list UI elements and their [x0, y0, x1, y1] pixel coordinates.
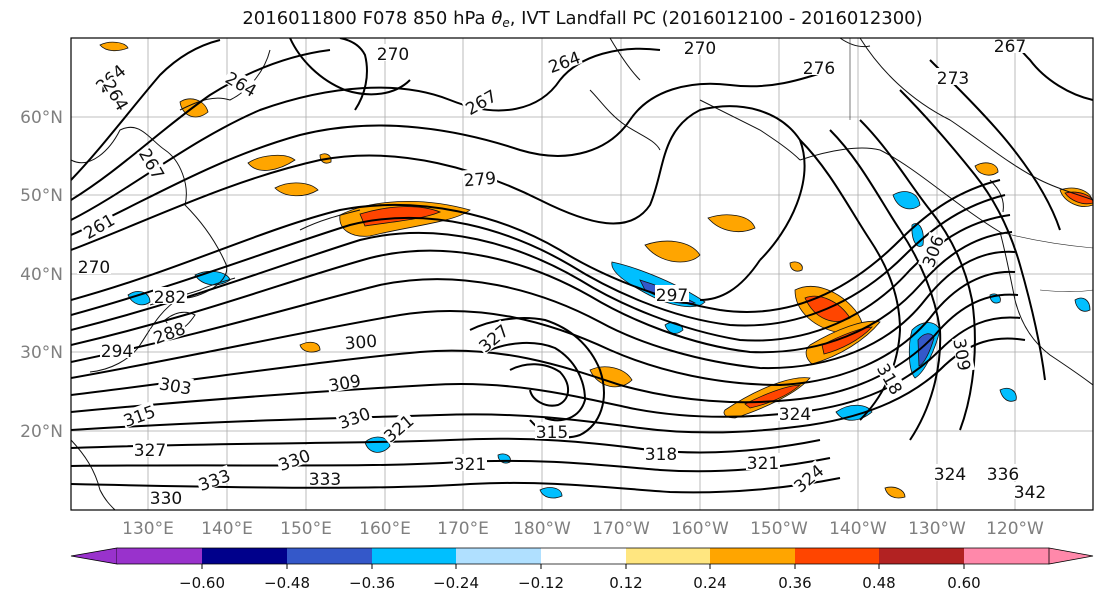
- contour-label: 324: [778, 404, 812, 425]
- contour-label: 267: [461, 85, 501, 120]
- lon-label-160w: 160°W: [671, 519, 729, 539]
- contour-label-text: 273: [937, 69, 969, 89]
- contour-label-text: 297: [656, 286, 688, 306]
- contour-label: 270: [376, 44, 410, 65]
- colorbar-tick-label: −0.36: [349, 574, 395, 592]
- contour-label: 321: [453, 454, 487, 475]
- contour-label: 303: [157, 373, 194, 400]
- colorbar-tick-marks: [201, 564, 965, 569]
- lat-label-60: 60°N: [20, 108, 63, 128]
- contour-label-text: 279: [463, 169, 497, 192]
- colorbar-bin-4: [456, 548, 541, 564]
- colorbar-bin-10: [964, 548, 1049, 564]
- colorbar-bin-3: [372, 548, 456, 564]
- colorbar-tick-label: −0.12: [518, 574, 564, 592]
- contour-label: 279: [462, 167, 498, 192]
- theta-e-contours: [71, 38, 1093, 494]
- lon-label-150e: 150°E: [280, 519, 332, 539]
- contour-label-text: 282: [154, 288, 186, 308]
- lon-label-170w: 170°W: [592, 519, 650, 539]
- contour-label: 318: [644, 444, 678, 465]
- colorbar-extend-max: [1048, 547, 1094, 565]
- contour-label-text: 324: [934, 465, 966, 485]
- contour-label-text: 321: [454, 455, 486, 475]
- contour-label-text: 321: [747, 454, 779, 474]
- contour-label: 330: [149, 488, 183, 509]
- contour-label: 342: [1013, 482, 1047, 503]
- contour-label: 267: [993, 37, 1027, 57]
- contour-label: 336: [986, 464, 1020, 485]
- colorbar-bin-7: [710, 548, 795, 564]
- lon-label-130e: 130°E: [122, 519, 174, 539]
- theta-subscript: e: [502, 16, 510, 30]
- contour-label: 276: [802, 58, 836, 79]
- contour-label: 309: [948, 336, 975, 373]
- lat-label-50: 50°N: [20, 186, 63, 206]
- lon-label-120w: 120°W: [986, 519, 1044, 539]
- longitude-labels: 130°E 140°E 150°E 160°E 170°E 180°W 170°…: [122, 519, 1044, 539]
- contour-label: 270: [683, 38, 717, 59]
- lon-label-180w: 180°W: [513, 519, 571, 539]
- lat-label-30: 30°N: [20, 343, 63, 363]
- contour-label: 321: [746, 453, 780, 474]
- contour-label: 294: [100, 341, 134, 362]
- contour-label: 270: [77, 257, 111, 278]
- contour-label-text: 267: [994, 37, 1026, 57]
- contour-label: 273: [936, 68, 970, 89]
- coastlines: [71, 38, 1093, 510]
- colorbar-tick-label: 0.24: [693, 574, 726, 592]
- theta-symbol: θ: [491, 8, 503, 29]
- lon-label-130w: 130°W: [908, 519, 966, 539]
- contour-label-text: 327: [134, 441, 166, 461]
- contour-label-text: 333: [309, 470, 341, 490]
- colorbar-bin-0: [117, 548, 202, 564]
- contour-label-text: 270: [78, 258, 110, 278]
- colorbar-bin-9: [879, 548, 964, 564]
- contour-label-text: 294: [101, 342, 133, 362]
- contour-label-text: 300: [344, 332, 378, 355]
- colorbar-bin-5: [541, 548, 626, 564]
- colorbar-tick-label: 0.48: [862, 574, 895, 592]
- colorbar-tick-label: 0.36: [778, 574, 811, 592]
- colorbar-tick-label: −0.60: [179, 574, 225, 592]
- contour-label: 315: [535, 422, 569, 443]
- colorbar-tick-label: −0.24: [433, 574, 479, 592]
- contour-label: 333: [308, 469, 342, 490]
- contour-label-text: 315: [536, 423, 568, 443]
- contour-label: 282: [153, 287, 187, 308]
- lon-label-160e: 160°E: [359, 519, 411, 539]
- colorbar: −0.60 −0.48 −0.36 −0.24 −0.12 0.12 0.24 …: [70, 547, 1094, 592]
- contour-label-text: 318: [645, 445, 677, 465]
- lat-label-40: 40°N: [20, 265, 63, 285]
- latitude-labels: 60°N 50°N 40°N 30°N 20°N: [20, 108, 63, 442]
- map-frame: [70, 37, 1094, 511]
- lat-label-20: 20°N: [20, 422, 63, 442]
- lon-label-140e: 140°E: [201, 519, 253, 539]
- colorbar-bin-1: [202, 548, 287, 564]
- colorbar-bin-8: [795, 548, 879, 564]
- borders: [849, 38, 1093, 292]
- contour-label-text: 336: [987, 465, 1019, 485]
- colorbar-tick-label: −0.48: [264, 574, 310, 592]
- colorbar-tick-label: 0.12: [609, 574, 642, 592]
- lon-label-140w: 140°W: [829, 519, 887, 539]
- colorbar-tick-label: 0.60: [947, 574, 980, 592]
- contour-label-text: 270: [377, 45, 409, 65]
- contour-label: 300: [343, 330, 379, 355]
- contour-label-text: 276: [803, 59, 835, 79]
- contour-label-text: 330: [150, 489, 182, 509]
- contour-label: 327: [133, 440, 167, 461]
- lon-label-170e: 170°E: [437, 519, 489, 539]
- contour-label-text: 342: [1014, 483, 1046, 503]
- contour-label: 324: [933, 464, 967, 485]
- colorbar-extend-min: [70, 547, 118, 565]
- contour-label: 297: [655, 285, 689, 306]
- colorbar-bin-6: [626, 548, 710, 564]
- lon-label-150w: 150°W: [750, 519, 808, 539]
- contour-label-text: 270: [684, 39, 716, 59]
- figure-title: 2016011800 F078 850 hPa θe, IVT Landfall…: [242, 8, 923, 30]
- contour-label-text: 324: [779, 405, 811, 425]
- colorbar-bin-2: [287, 548, 372, 564]
